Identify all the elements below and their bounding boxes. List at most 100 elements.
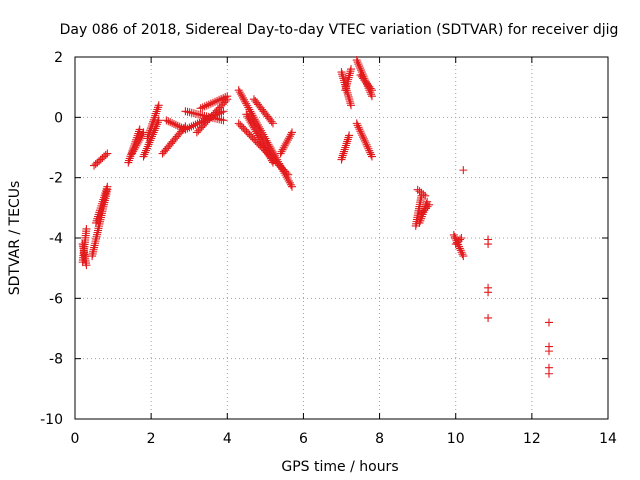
data-point xyxy=(219,107,228,116)
data-point xyxy=(355,62,364,71)
data-point xyxy=(208,98,217,107)
data-point xyxy=(360,136,369,145)
data-point xyxy=(341,141,350,150)
data-point xyxy=(345,97,354,106)
data-point xyxy=(340,145,349,154)
data-point xyxy=(187,122,196,131)
data-point xyxy=(457,234,466,242)
data-point xyxy=(339,74,348,83)
data-point xyxy=(449,230,458,239)
y-tick-label: 0 xyxy=(54,110,63,126)
data-point xyxy=(279,143,288,152)
data-point xyxy=(145,128,154,137)
data-point xyxy=(286,130,295,139)
data-point xyxy=(130,145,139,154)
data-point xyxy=(139,152,148,161)
data-point xyxy=(345,95,354,104)
data-point xyxy=(544,369,553,378)
data-point xyxy=(277,147,286,156)
data-point xyxy=(286,180,295,189)
data-point xyxy=(358,131,367,140)
data-point xyxy=(146,124,155,133)
data-point xyxy=(285,132,294,141)
chart-title: Day 086 of 2018, Sidereal Day-to-day VTE… xyxy=(60,22,619,38)
data-point xyxy=(459,252,468,261)
data-point xyxy=(484,288,493,297)
y-tick-label: -2 xyxy=(49,171,63,187)
x-tick-label: 6 xyxy=(299,431,308,447)
data-point xyxy=(147,122,156,131)
data-point xyxy=(131,143,140,152)
data-point xyxy=(193,119,202,128)
data-point xyxy=(459,166,468,175)
data-point xyxy=(125,154,134,163)
y-tick-label: -6 xyxy=(49,291,63,307)
data-point xyxy=(281,139,290,148)
data-point xyxy=(344,90,353,99)
x-tick-label: 2 xyxy=(147,431,156,447)
data-point xyxy=(455,244,464,253)
data-point xyxy=(150,113,159,122)
data-point xyxy=(341,84,350,93)
data-point xyxy=(135,136,144,145)
data-point xyxy=(364,144,373,153)
data-point xyxy=(346,99,355,108)
data-point xyxy=(288,128,297,137)
data-point xyxy=(338,70,347,79)
data-point xyxy=(152,107,161,116)
data-point xyxy=(217,95,226,104)
y-tick-labels: -10 -8 -6 -4 -2 0 2 xyxy=(40,50,63,428)
data-point xyxy=(359,134,368,143)
data-point xyxy=(140,150,149,159)
data-point xyxy=(125,156,134,165)
x-tick-label: 14 xyxy=(599,431,617,447)
data-point xyxy=(354,60,363,69)
data-point xyxy=(183,124,192,133)
data-point xyxy=(354,123,363,132)
data-point xyxy=(166,118,175,127)
data-point xyxy=(223,92,232,101)
data-point xyxy=(198,103,207,112)
data-point xyxy=(337,155,346,164)
data-points xyxy=(78,56,553,378)
data-point xyxy=(367,150,376,159)
data-point xyxy=(168,119,177,128)
data-point xyxy=(82,224,91,233)
data-point xyxy=(101,151,110,160)
data-point xyxy=(181,125,190,134)
data-point xyxy=(338,153,347,162)
data-point xyxy=(267,117,276,126)
data-point xyxy=(338,72,347,81)
data-point xyxy=(416,216,425,225)
data-point xyxy=(450,232,459,241)
data-point xyxy=(343,135,352,144)
data-point xyxy=(219,94,228,103)
data-point xyxy=(145,138,154,147)
data-point xyxy=(213,96,222,105)
data-point xyxy=(151,111,160,120)
data-point xyxy=(345,131,354,140)
data-point xyxy=(347,65,356,74)
data-point xyxy=(103,149,112,158)
data-point xyxy=(341,143,350,152)
data-point xyxy=(544,347,553,356)
data-point xyxy=(366,148,375,157)
data-point xyxy=(149,117,158,126)
data-point xyxy=(344,73,353,82)
data-point xyxy=(282,138,291,147)
data-point xyxy=(344,92,353,101)
data-point xyxy=(196,104,205,113)
data-point xyxy=(415,218,424,227)
data-point xyxy=(283,136,292,145)
data-point xyxy=(189,121,198,130)
y-tick-label: -10 xyxy=(40,412,63,428)
data-point xyxy=(457,248,466,257)
x-tick-label: 8 xyxy=(375,431,384,447)
data-point xyxy=(142,146,151,155)
data-point xyxy=(355,125,364,134)
data-point xyxy=(367,152,376,161)
data-point xyxy=(458,250,467,259)
y-tick-label: -8 xyxy=(49,352,63,368)
data-point xyxy=(282,169,291,178)
